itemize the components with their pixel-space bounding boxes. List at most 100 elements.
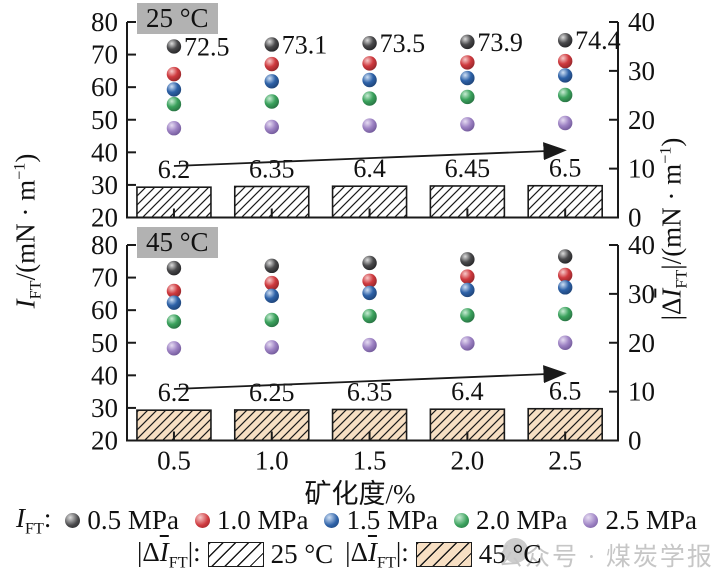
panel-label-45c: 45 °C xyxy=(137,227,218,258)
data-point-green xyxy=(362,91,377,106)
legend-prefix-subscript: FT xyxy=(25,519,44,538)
left-tick-label: 50 xyxy=(91,328,118,358)
legend-dot-purple xyxy=(583,513,599,529)
data-point-black xyxy=(557,33,573,48)
data-point-black xyxy=(166,260,182,276)
bar-value-label: 6.4 xyxy=(451,377,484,406)
right-tick-label: 40 xyxy=(628,7,655,37)
right-tick-label: 20 xyxy=(628,105,655,135)
legend-bar-symbol: |ΔIFT|: xyxy=(345,537,409,572)
data-point-red xyxy=(166,283,182,299)
data-point-black xyxy=(264,37,279,52)
legend-item-h45: |ΔIFT|: 45 °C xyxy=(345,537,541,572)
panel-2: 6.2 6.25 6.35 6.4 6.520304050607080010203040… xyxy=(91,230,655,476)
data-point-black xyxy=(362,35,377,51)
left-tick-label: 60 xyxy=(91,295,118,325)
right-axis-exponent: −1 xyxy=(656,146,675,164)
data-point-black xyxy=(460,252,475,267)
left-axis-symbol: I xyxy=(10,299,41,309)
data-point-green xyxy=(166,314,182,329)
data-point-red xyxy=(460,269,475,284)
legend-bar-symbol: |ΔIFT|: xyxy=(137,537,201,572)
legend-label: 1.5 MPa xyxy=(346,505,438,536)
bar-value-label: 6.35 xyxy=(249,154,295,183)
legend-label: 2.5 MPa xyxy=(605,505,697,536)
left-tick-label: 50 xyxy=(91,105,118,135)
legend-item-green: 2.0 MPa xyxy=(453,505,568,536)
right-tick-label: 30 xyxy=(628,279,655,309)
bar-value-label: 6.5 xyxy=(549,154,582,183)
data-point-purple xyxy=(362,337,377,353)
data-point-green xyxy=(362,308,377,324)
right-axis-title: |ΔIFT|/(mN · m−1) xyxy=(656,138,691,321)
right-axis-unit: |/(mN · m xyxy=(656,163,687,270)
watermark-text: 公众号 · 煤炭学报 xyxy=(498,544,714,571)
legend-bar-items: |ΔIFT|: 25 °C |ΔIFT|: 45 °C xyxy=(137,537,541,572)
data-point-red xyxy=(460,55,475,70)
point-value-label: 72.5 xyxy=(184,32,230,61)
data-point-green xyxy=(264,94,279,109)
right-axis-unit-close: ) xyxy=(656,137,687,147)
right-axis-prefix: |Δ xyxy=(656,297,687,321)
data-point-black xyxy=(166,39,182,54)
legend-label: 25 °C xyxy=(270,539,334,570)
data-point-blue xyxy=(264,288,279,304)
point-value-label: 74.4 xyxy=(575,26,621,55)
x-tick-label: 2.0 xyxy=(450,446,484,476)
left-axis-title: IFT/(mN · m−1) xyxy=(10,154,45,309)
data-point-red xyxy=(557,267,573,283)
data-point-red xyxy=(557,53,573,69)
legend-label: 0.5 MPa xyxy=(87,505,179,536)
left-tick-label: 30 xyxy=(91,170,118,200)
legend-bar-symbol-part: FT xyxy=(168,553,188,572)
data-point-purple xyxy=(557,115,573,131)
legend-pressure-prefix: IFT: xyxy=(16,503,51,538)
right-tick-label: 10 xyxy=(628,377,655,407)
left-tick-label: 80 xyxy=(91,7,118,37)
data-point-blue xyxy=(460,70,475,86)
panel-1: 6.2 6.35 6.4 6.45 6.520304050607080010203040… xyxy=(91,7,655,233)
legend-pressure-items: 0.5 MPa 1.0 MPa 1.5 MPa 2.0 MPa 2.5 MPa xyxy=(65,505,697,536)
data-point-blue xyxy=(557,280,573,295)
legend-bar-symbol-part: |: xyxy=(187,537,201,567)
legend-swatch-h45 xyxy=(415,542,472,568)
data-point-blue xyxy=(264,74,279,89)
legend-item-h25: |ΔIFT|: 25 °C xyxy=(137,537,333,572)
data-point-blue xyxy=(362,72,377,88)
left-tick-label: 80 xyxy=(91,230,118,260)
legend-label: 2.0 MPa xyxy=(475,505,568,536)
trend-arrow xyxy=(173,365,567,390)
x-tick-label: 0.5 xyxy=(157,446,191,476)
data-point-purple xyxy=(460,336,475,351)
data-point-blue xyxy=(460,282,475,298)
data-point-purple xyxy=(557,335,573,350)
x-tick-label: 1.5 xyxy=(353,446,387,476)
data-point-red xyxy=(166,66,182,82)
data-point-blue xyxy=(557,68,573,83)
legend-item-purple: 2.5 MPa xyxy=(583,505,697,536)
data-point-purple xyxy=(264,340,279,355)
panel-label-25c: 25 °C xyxy=(137,3,218,34)
x-tick-label: 2.5 xyxy=(548,446,582,476)
legend-dot-black xyxy=(65,513,81,529)
point-value-label: 73.5 xyxy=(380,29,426,58)
bar-value-label: 6.2 xyxy=(158,155,191,184)
data-point-green xyxy=(264,312,279,328)
data-point-red xyxy=(264,56,279,72)
right-axis-symbol: I xyxy=(656,288,687,298)
data-point-blue xyxy=(166,82,182,97)
legend-bar-symbol-part: |: xyxy=(395,537,409,567)
legend-label: 45 °C xyxy=(478,539,542,570)
left-tick-label: 20 xyxy=(91,203,118,233)
point-value-label: 73.1 xyxy=(282,30,328,59)
legend-bar-symbol-part: |Δ xyxy=(345,537,368,567)
data-point-green xyxy=(557,306,573,322)
left-tick-label: 70 xyxy=(91,40,118,70)
legend-bar-symbol-part: |Δ xyxy=(137,537,160,567)
data-point-purple xyxy=(264,119,279,135)
data-point-green xyxy=(166,96,182,112)
legend-dot-green xyxy=(453,513,469,529)
data-point-green xyxy=(460,308,475,323)
